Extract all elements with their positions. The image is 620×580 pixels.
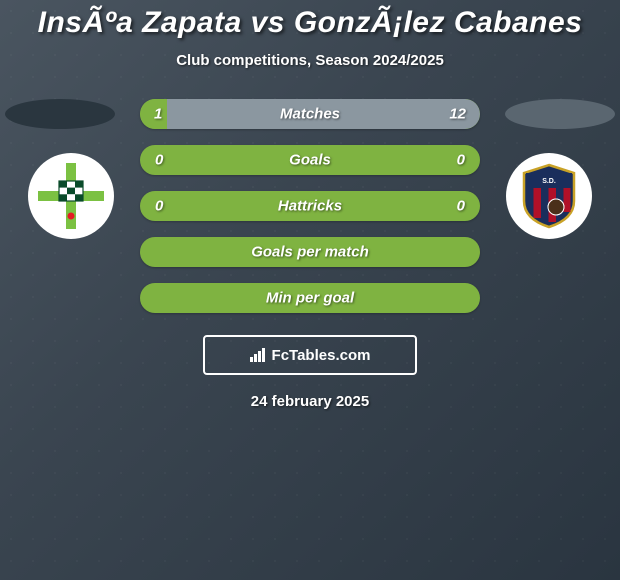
stat-row: Min per goal [140,283,480,313]
stat-bars: Matches112Goals00Hattricks00Goals per ma… [140,99,480,313]
stat-row: Goals0 0 [140,145,480,175]
stat-bar: Min per goal [140,283,480,313]
stat-row: Hattricks0 0 [140,191,480,221]
stat-bar: Matches1 12 [140,99,480,129]
stats-area: S.D. Matches112Goals00Hattricks00Goals p… [0,99,620,313]
sd-huesca-crest-icon: S.D. [514,161,584,231]
brand-text: FcTables.com [272,347,371,364]
racing-ferrol-crest-icon [36,161,106,231]
club-left-badge [28,153,114,239]
stat-value-left: 0 [155,198,163,215]
stat-value-right: 0 [457,198,465,215]
stat-row: Goals per match [140,237,480,267]
player-left-name-ellipse [5,99,115,129]
stat-label: Goals per match [141,244,479,261]
stat-bar: Hattricks0 0 [140,191,480,221]
stat-value-left: 0 [155,152,163,169]
bar-chart-icon [250,348,268,362]
svg-text:S.D.: S.D. [542,178,556,185]
stat-label: Matches [140,106,480,123]
stat-label: Min per goal [141,290,479,307]
page-subtitle: Club competitions, Season 2024/2025 [0,52,620,69]
stat-value-left: 1 [154,106,162,123]
stat-bar: Goals0 0 [140,145,480,175]
main-container: InsÃºa Zapata vs GonzÃ¡lez Cabanes Club … [0,0,620,410]
player-right-name-ellipse [505,99,615,129]
stat-value-right: 12 [449,106,466,123]
stat-label: Goals [141,152,479,169]
stat-label: Hattricks [141,198,479,215]
stat-value-right: 0 [457,152,465,169]
footer-date: 24 february 2025 [0,393,620,410]
page-title: InsÃºa Zapata vs GonzÃ¡lez Cabanes [0,6,620,40]
stat-row: Matches1 12 [140,99,480,129]
club-right-badge: S.D. [506,153,592,239]
brand-label: FcTables.com [250,347,371,364]
stat-bar: Goals per match [140,237,480,267]
brand-box[interactable]: FcTables.com [203,335,417,375]
